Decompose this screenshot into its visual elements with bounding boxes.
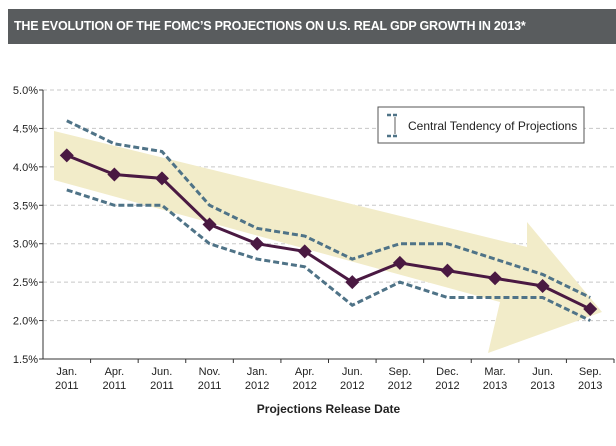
x-tick-label: Jun. [152,366,173,378]
y-tick-label: 1.5% [13,354,38,366]
trend-arrow [54,131,602,353]
data-point-marker [59,148,74,163]
x-tick-label: Dec. [436,366,459,378]
legend-box [377,106,585,144]
x-tick-label: Sep. [579,366,602,378]
data-point-marker [107,167,122,182]
x-tick-label: Jan. [56,366,77,378]
data-point-marker [535,278,550,293]
y-tick-label: 3.0% [13,239,38,251]
x-tick-label: 2011 [198,380,222,392]
y-tick-label: 3.5% [13,200,38,212]
x-tick-label: Sep. [389,366,412,378]
x-tick-label: 2012 [388,380,412,392]
data-point-marker [202,217,217,232]
chart-title: THE EVOLUTION OF THE FOMC’S PROJECTIONS … [8,9,616,44]
x-tick-label: Jan. [247,366,268,378]
range-upper-line [66,119,591,299]
x-tick-label: Apr. [105,366,125,378]
y-tick-label: 2.0% [13,316,38,328]
y-tick-label: 2.5% [13,277,38,289]
data-point-marker [154,171,169,186]
x-tick-label: 2011 [55,380,79,392]
y-tick-label: 4.5% [13,123,38,135]
x-tick-label: 2012 [340,380,364,392]
legend: Central Tendency of Projections [377,106,585,144]
x-tick-label: 2013 [578,380,602,392]
x-tick-label: Apr. [295,366,315,378]
data-point-marker [392,255,407,270]
data-point-marker [250,236,265,251]
x-tick-label: Jun. [532,366,553,378]
y-tick-label: 5.0% [13,85,38,97]
x-axis-label: Projections Release Date [257,402,401,416]
x-tick-label: 2012 [292,380,316,392]
projection-line [66,153,591,311]
x-tick-label: Nov. [199,366,221,378]
data-point-marker [583,302,598,317]
x-tick-label: 2012 [435,380,459,392]
x-tick-label: 2011 [150,380,174,392]
legend-label: Central Tendency of Projections [408,119,577,133]
y-tick-label: 4.0% [13,162,38,174]
data-point-marker [440,263,455,278]
data-point-marker [297,244,312,259]
data-point-marker [488,271,503,286]
x-tick-label: 2013 [530,380,554,392]
x-tick-label: 2013 [483,380,507,392]
x-tick-label: Mar. [484,366,505,378]
data-point-marker [345,275,360,290]
x-tick-label: 2012 [245,380,269,392]
x-tick-label: 2011 [103,380,127,392]
x-tick-label: Jun. [342,366,363,378]
